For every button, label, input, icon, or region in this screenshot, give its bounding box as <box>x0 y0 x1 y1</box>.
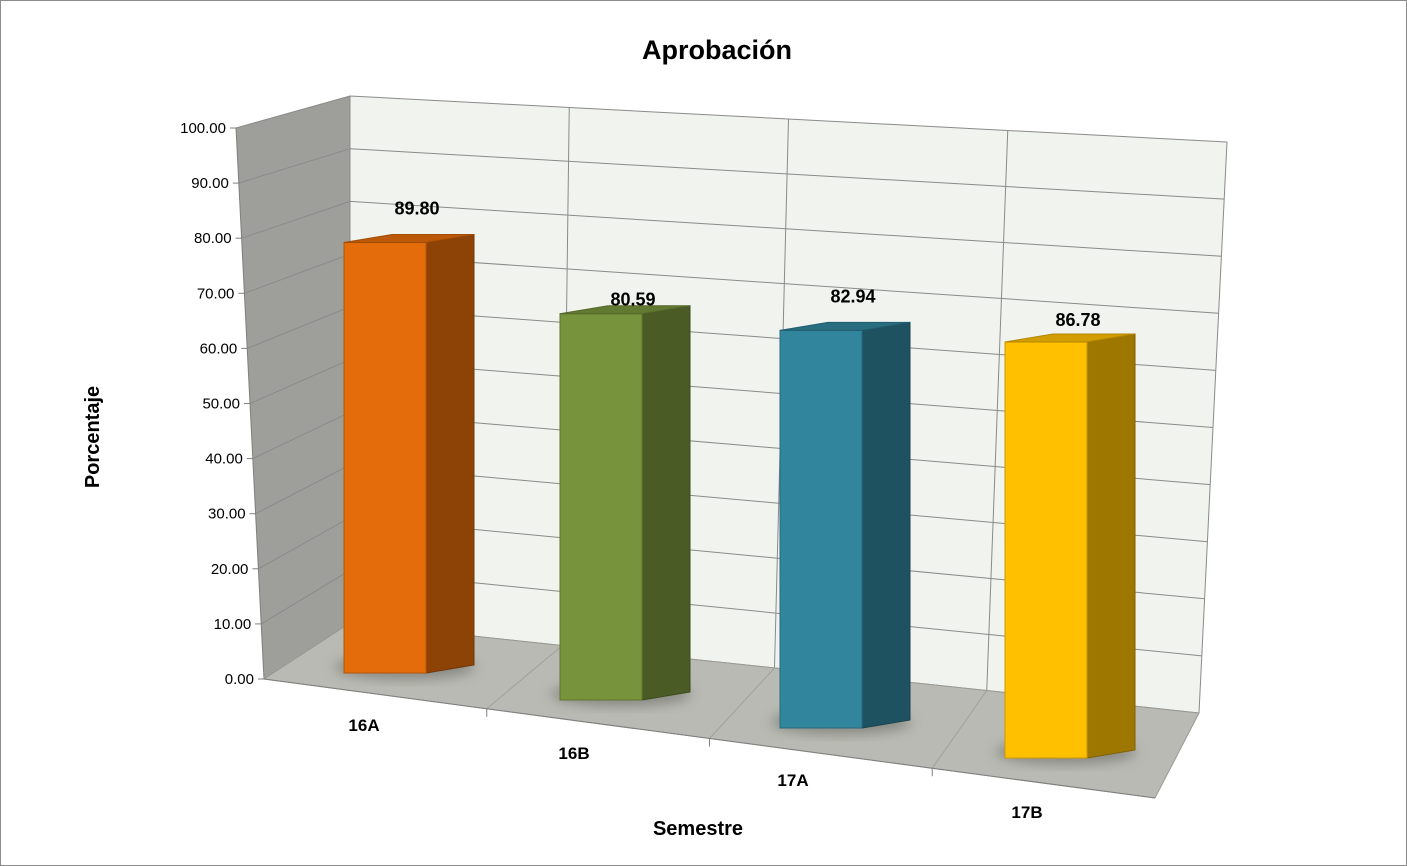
gridlines <box>235 95 1228 714</box>
y-tick-label: 60.00 <box>200 340 238 357</box>
y-tick-label: 90.00 <box>191 175 229 192</box>
x-tick-label: 17A <box>777 771 808 790</box>
bar-front <box>559 313 643 701</box>
x-tick-label: 16B <box>558 744 589 763</box>
wall-divider <box>986 130 1009 691</box>
bar-16B <box>559 305 691 701</box>
bar-top <box>779 321 911 331</box>
data-label: 82.94 <box>830 286 875 306</box>
bar-side <box>861 321 911 729</box>
y-tick-label: 50.00 <box>202 396 240 413</box>
x-tick-labels: 16A 16B 17A 17B <box>348 708 1043 822</box>
bar-top <box>559 305 691 315</box>
bar-front <box>343 242 427 674</box>
bar-17A <box>779 321 911 729</box>
bar-top <box>1004 333 1136 343</box>
wall-divider <box>1198 141 1228 714</box>
bar-side <box>641 305 691 701</box>
floor-divider <box>709 667 775 739</box>
bar-17B <box>1004 333 1136 759</box>
data-label: 80.59 <box>610 290 655 310</box>
y-tick-label: 10.00 <box>214 616 252 633</box>
data-label: 89.80 <box>394 199 439 219</box>
bar-side <box>1086 333 1136 759</box>
bar-front <box>779 329 863 729</box>
side-wall <box>236 96 350 679</box>
bar-16A <box>343 233 475 674</box>
x-axis-title: Semestre <box>653 818 743 840</box>
floor-divider <box>931 690 988 769</box>
floor-divider <box>486 645 563 710</box>
y-axis-title: Porcentaje <box>82 386 104 488</box>
y-tick-label: 30.00 <box>208 506 246 523</box>
x-tick-label: 16A <box>348 716 379 735</box>
y-tick-labels: 0.00 10.00 20.00 30.00 40.00 50.00 60.00 70.00 8… <box>180 120 264 688</box>
bar-top <box>343 234 475 243</box>
data-labels: 89.80 80.59 82.94 86.78 <box>394 199 1100 330</box>
bar-front <box>1004 341 1088 759</box>
y-tick-label: 40.00 <box>205 451 243 468</box>
y-tick-label: 20.00 <box>211 561 249 578</box>
data-label: 86.78 <box>1055 310 1100 330</box>
y-tick-label: 80.00 <box>194 230 232 247</box>
chart-title: Aprobación <box>642 35 792 65</box>
bar-side <box>425 233 475 674</box>
y-tick-label: 100.00 <box>180 120 226 137</box>
y-tick-label: 70.00 <box>197 285 235 302</box>
y-tick-label: 0.00 <box>225 671 254 688</box>
x-tick-label: 17B <box>1011 803 1042 822</box>
bars <box>343 233 1136 759</box>
